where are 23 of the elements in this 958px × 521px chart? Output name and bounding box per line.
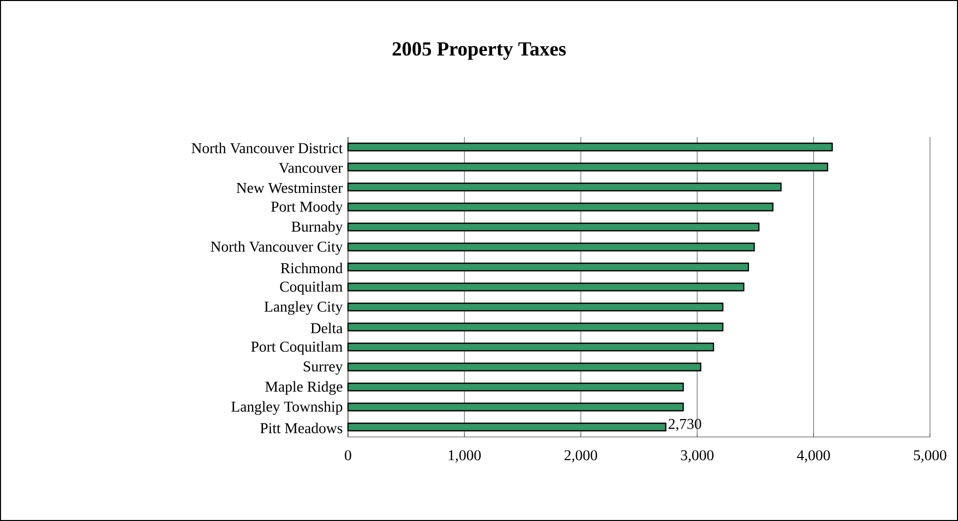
y-tick-label: Coquitlam [280, 281, 343, 295]
y-tick-label: Langley Township [231, 401, 342, 415]
y-tick-label: North Vancouver District [192, 142, 343, 154]
y-tick-label: Vancouver [278, 162, 343, 174]
x-tick-label: 2,000 [564, 450, 598, 462]
y-tick-label: Burnaby [292, 221, 343, 235]
y-tick-label: North Vancouver City [210, 241, 343, 255]
y-tick-label: Langley City [264, 301, 343, 315]
data-label: 2,730 [668, 418, 702, 432]
y-tick-label: Delta [310, 322, 343, 334]
x-tick-label: 5,000 [914, 450, 946, 462]
y-tick-label: Port Moody [271, 201, 343, 215]
y-tick-label: Maple Ridge [265, 381, 342, 395]
y-tick-label: Pitt Meadows [260, 422, 342, 434]
x-tick-label: 4,000 [797, 450, 830, 462]
x-tick-label: 1,000 [448, 450, 481, 462]
y-tick-label: Richmond [280, 262, 343, 274]
chart-title: 2005 Property Taxes [392, 42, 566, 60]
y-tick-label: Port Coquitlam [251, 341, 343, 355]
y-tick-label: New Westminster [236, 182, 343, 194]
x-tick-label: 0 [344, 450, 352, 460]
x-tick-label: 3,000 [681, 450, 714, 462]
y-tick-label: Surrey [304, 361, 343, 375]
